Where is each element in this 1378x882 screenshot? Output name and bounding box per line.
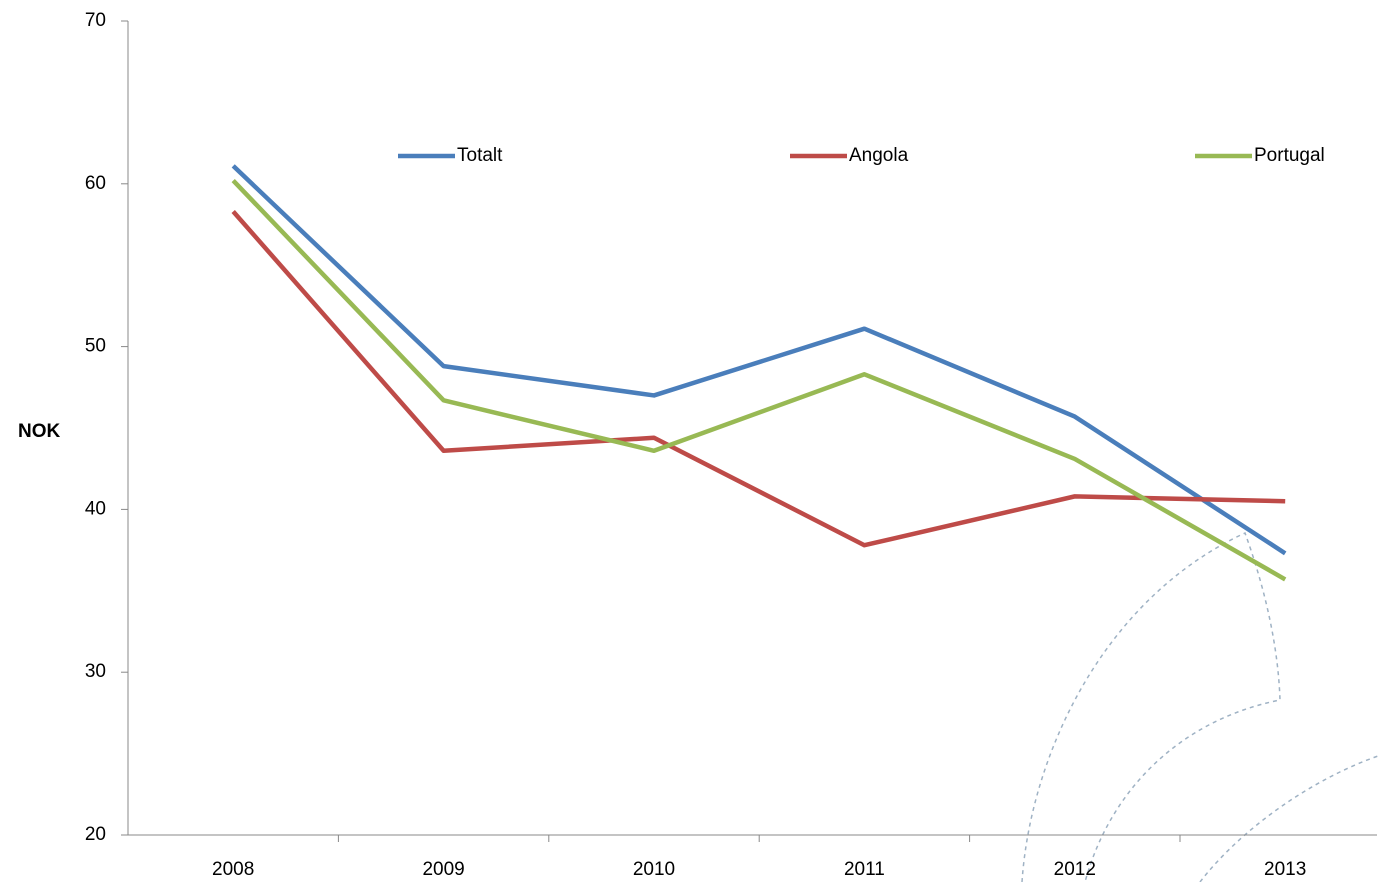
y-tick-label: 60: [85, 173, 106, 194]
x-tick-label: 2008: [212, 859, 254, 880]
y-tick-label: 40: [85, 498, 106, 519]
decor-arc: [1199, 755, 1378, 882]
y-tick-label: 20: [85, 824, 106, 845]
y-tick-label: 30: [85, 661, 106, 682]
decoration: [1021, 531, 1378, 882]
x-tick-label: 2010: [633, 859, 675, 880]
x-tick-label: 2011: [844, 859, 885, 880]
line-series: [231, 164, 1287, 556]
legend-label: Portugal: [1254, 145, 1325, 166]
x-tick-label: 2009: [422, 859, 464, 880]
legend-label: Angola: [849, 145, 909, 166]
x-tick-label: 2012: [1054, 859, 1096, 880]
legend-label: Totalt: [457, 145, 503, 166]
x-tick-label: 2013: [1264, 859, 1306, 880]
y-tick-label: 70: [85, 10, 106, 31]
y-axis-label: NOK: [18, 421, 61, 442]
decor-arc: [1021, 531, 1281, 882]
y-tick-label: 50: [85, 336, 106, 357]
line-series: [231, 178, 1287, 582]
line-series: [231, 209, 1286, 548]
